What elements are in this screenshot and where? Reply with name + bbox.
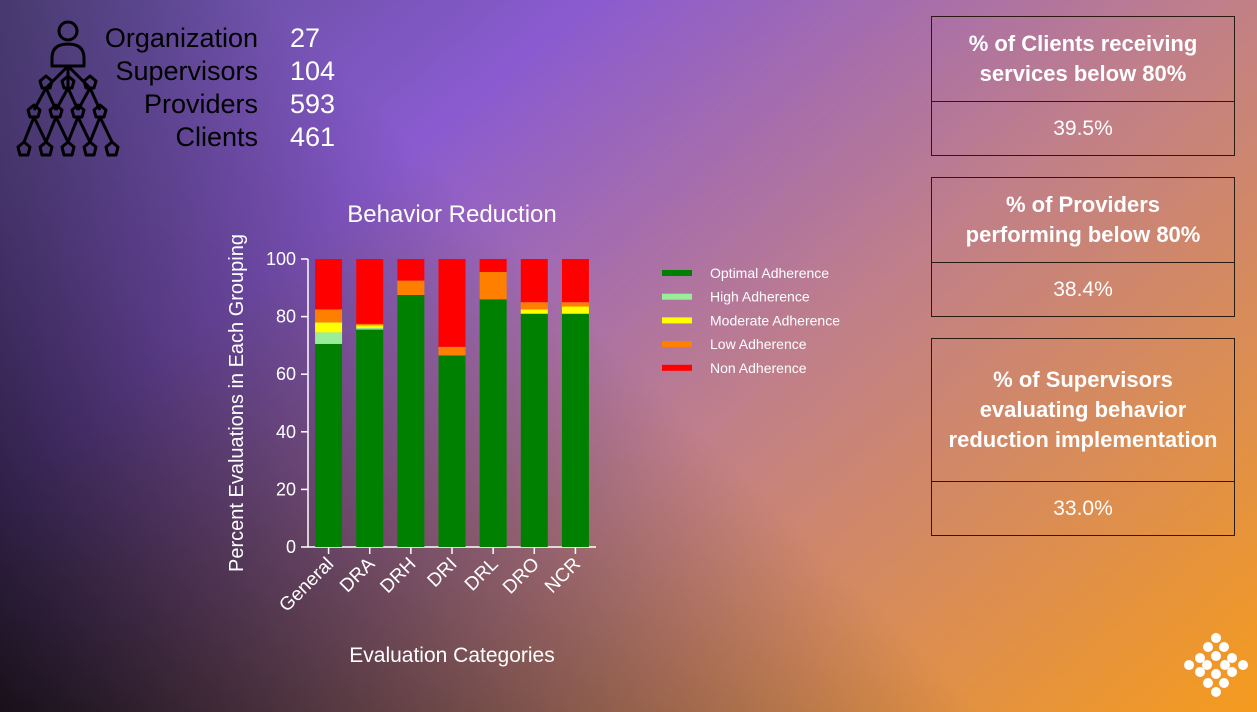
bar-segment bbox=[356, 325, 384, 329]
bar-segment bbox=[479, 299, 507, 547]
bar-segment bbox=[561, 306, 589, 314]
x-tick-label: DRI bbox=[424, 554, 462, 592]
bar-segment bbox=[397, 259, 425, 281]
bar-segment bbox=[561, 313, 589, 547]
bar-segment bbox=[438, 346, 466, 356]
y-tick-label: 20 bbox=[276, 479, 296, 499]
legend-swatch bbox=[662, 341, 692, 348]
stat-card-clients: % of Clients receiving services below 80… bbox=[931, 16, 1235, 156]
count-label: Providers bbox=[143, 89, 258, 119]
legend-label: Moderate Adherence bbox=[710, 312, 840, 328]
bar-segment bbox=[561, 302, 589, 307]
count-label: Supervisors bbox=[115, 56, 258, 86]
legend-label: Low Adherence bbox=[710, 336, 807, 352]
legend-label: High Adherence bbox=[710, 289, 810, 305]
stat-card-value: 38.4% bbox=[1053, 277, 1113, 301]
bar-segment bbox=[356, 329, 384, 547]
bar-segment bbox=[520, 309, 548, 314]
bar-segment bbox=[315, 332, 343, 344]
stat-card-title: % of Clients receiving services below 80… bbox=[932, 17, 1234, 102]
x-tick-label: NCR bbox=[541, 554, 585, 598]
y-tick-label: 40 bbox=[276, 422, 296, 442]
bar-segment bbox=[438, 355, 466, 547]
x-tick-label: DRA bbox=[336, 553, 379, 596]
bar-segment bbox=[356, 328, 384, 330]
count-value: 461 bbox=[290, 122, 336, 152]
legend-label: Optimal Adherence bbox=[710, 265, 829, 281]
bar-segment bbox=[315, 343, 343, 547]
x-tick-label: DRO bbox=[499, 554, 544, 599]
x-tick-label: DRH bbox=[376, 554, 420, 598]
stat-card-supervisors: % of Supervisors evaluating behavior red… bbox=[931, 338, 1235, 536]
stat-card-value: 39.5% bbox=[1053, 116, 1113, 140]
hierarchy-icon bbox=[16, 20, 120, 157]
chart-title: Behavior Reduction bbox=[347, 201, 556, 228]
count-label: Clients bbox=[175, 122, 258, 152]
stat-card-title: % of Providers performing below 80% bbox=[932, 178, 1234, 263]
bar-segment bbox=[520, 302, 548, 310]
legend-swatch bbox=[662, 364, 692, 371]
x-tick-label: General bbox=[275, 554, 338, 617]
y-axis-label: Percent Evaluations in Each Grouping bbox=[226, 234, 248, 572]
stat-card-providers: % of Providers performing below 80% 38.4… bbox=[931, 177, 1235, 317]
bar-segment bbox=[315, 259, 343, 310]
legend-swatch bbox=[662, 293, 692, 300]
legend-label: Non Adherence bbox=[710, 360, 807, 376]
behavior-reduction-chart: Behavior Reduction 0 20 40 60 80 100 Percent Ev… bbox=[226, 201, 840, 667]
count-label: Organization bbox=[104, 23, 258, 53]
bar-segment bbox=[397, 295, 425, 547]
count-value: 27 bbox=[290, 23, 321, 53]
y-tick-label: 100 bbox=[266, 249, 296, 269]
bar-segment bbox=[520, 313, 548, 547]
legend-swatch bbox=[662, 317, 692, 324]
y-tick-label: 60 bbox=[276, 364, 296, 384]
stat-card-title: % of Supervisors evaluating behavior red… bbox=[932, 339, 1234, 482]
y-tick-label: 80 bbox=[276, 307, 296, 327]
bar-segment bbox=[479, 259, 507, 272]
count-value: 593 bbox=[290, 89, 336, 119]
x-tick-label: DRL bbox=[461, 554, 503, 596]
brand-logo-icon bbox=[1184, 633, 1248, 697]
bar-segment bbox=[397, 280, 425, 295]
bar-segment bbox=[356, 323, 384, 326]
bar-segment bbox=[356, 259, 384, 324]
x-axis-label: Evaluation Categories bbox=[349, 644, 554, 667]
bar-segment bbox=[520, 259, 548, 303]
count-value: 104 bbox=[290, 56, 336, 86]
stat-card-value: 33.0% bbox=[1053, 496, 1113, 520]
bar-segment bbox=[315, 309, 343, 323]
bar-segment bbox=[438, 259, 466, 347]
bar-segment bbox=[561, 259, 589, 303]
legend-swatch bbox=[662, 270, 692, 276]
y-tick-label: 0 bbox=[286, 537, 296, 557]
bar-segment bbox=[479, 271, 507, 300]
bar-segment bbox=[315, 322, 343, 333]
